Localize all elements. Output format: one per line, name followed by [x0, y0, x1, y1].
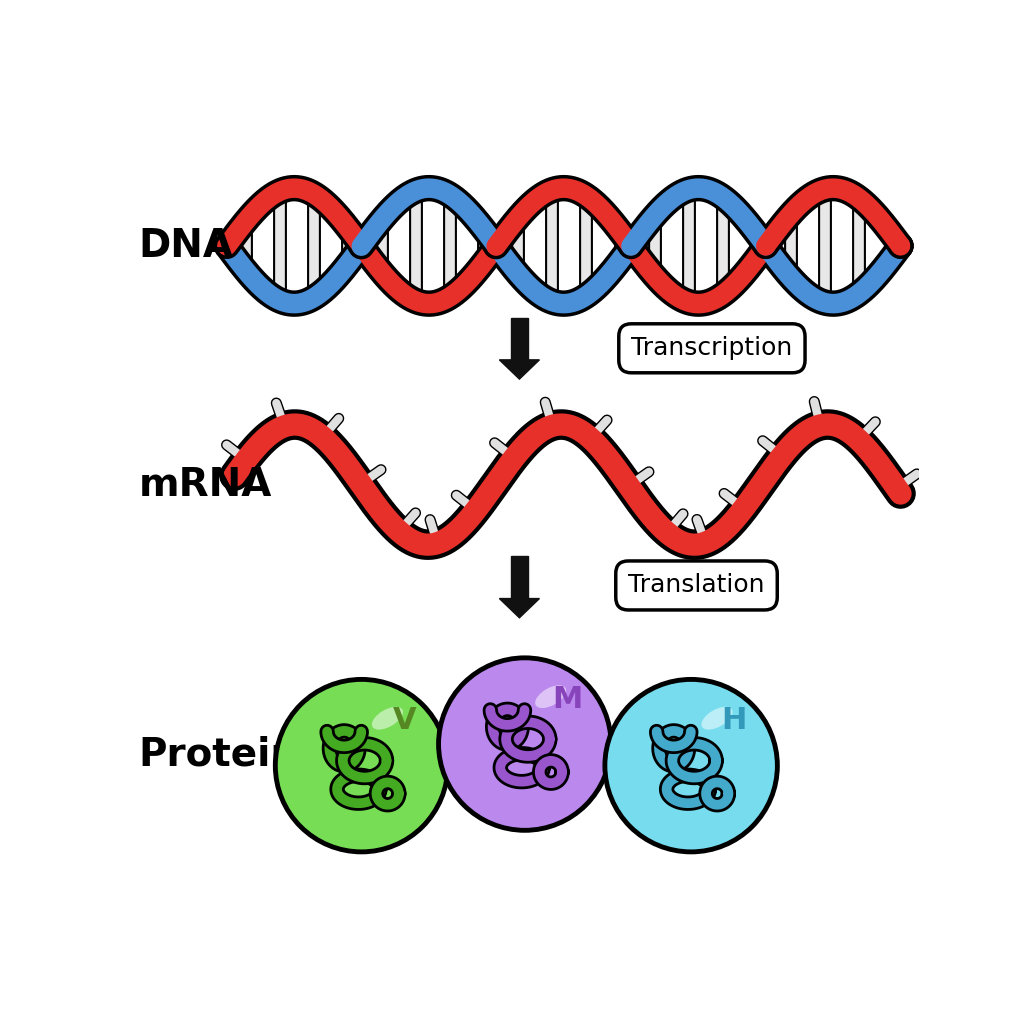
Polygon shape — [511, 317, 528, 360]
Text: DNA: DNA — [138, 227, 233, 265]
Ellipse shape — [701, 707, 732, 729]
Text: V: V — [393, 706, 417, 736]
Text: mRNA: mRNA — [138, 465, 271, 504]
Polygon shape — [500, 360, 540, 379]
Circle shape — [605, 680, 777, 851]
Polygon shape — [511, 556, 528, 598]
Circle shape — [275, 680, 447, 851]
Text: H: H — [722, 706, 746, 736]
Text: Transcription: Transcription — [631, 336, 793, 361]
Ellipse shape — [372, 707, 403, 729]
Text: M: M — [553, 685, 583, 713]
Text: Translation: Translation — [629, 573, 765, 597]
Ellipse shape — [536, 685, 566, 708]
Circle shape — [438, 657, 611, 830]
Polygon shape — [500, 598, 540, 618]
Text: Protein: Protein — [138, 736, 298, 773]
